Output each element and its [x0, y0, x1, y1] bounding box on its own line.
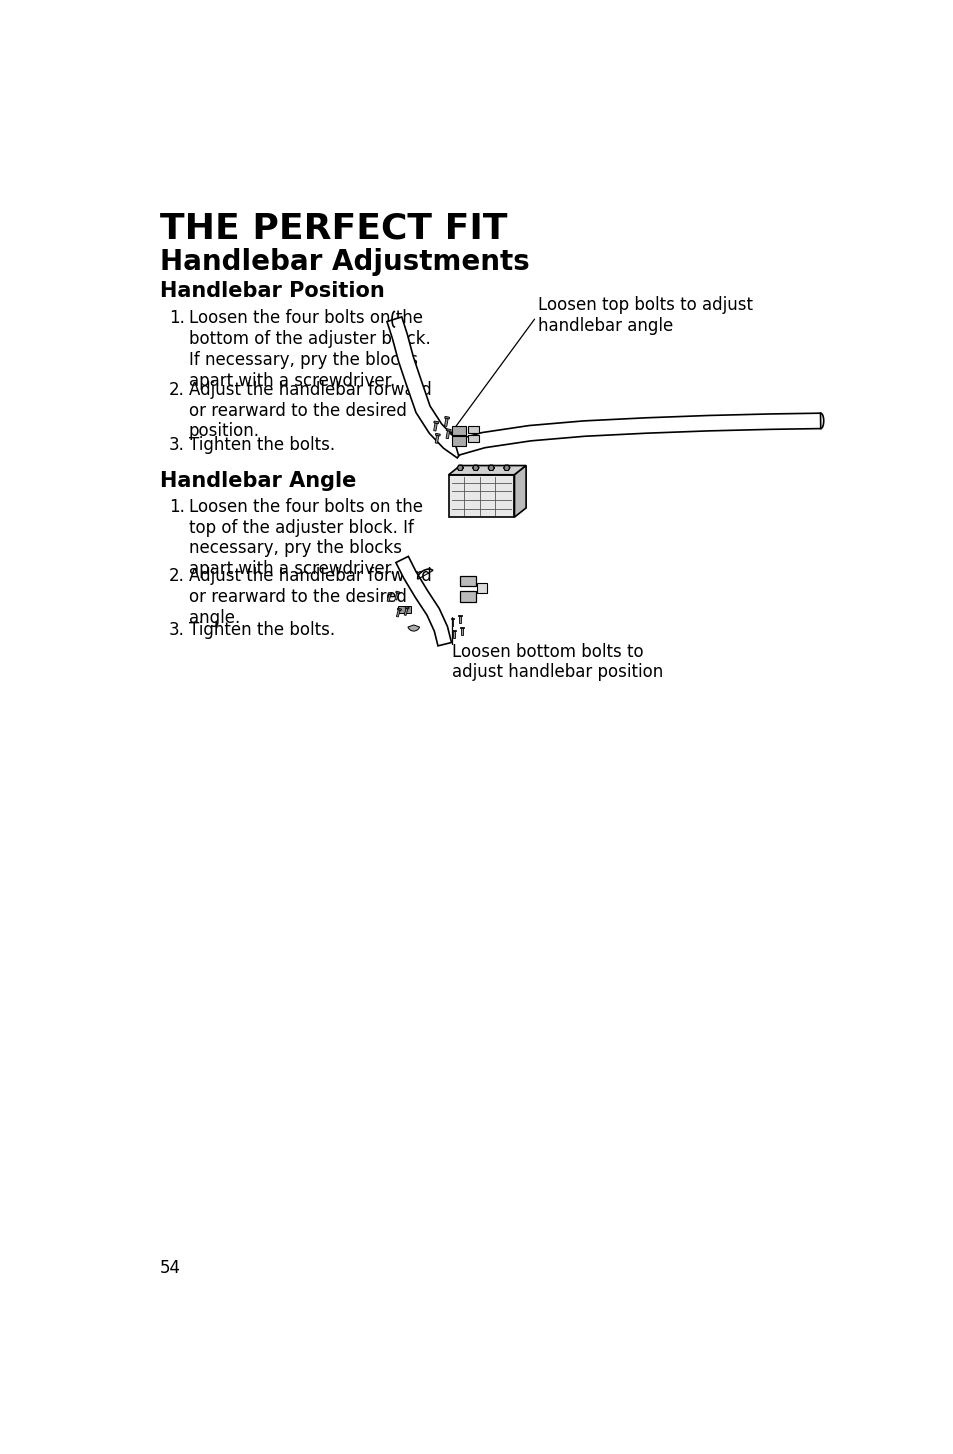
Polygon shape: [388, 593, 392, 595]
Polygon shape: [444, 419, 448, 426]
Polygon shape: [395, 593, 398, 601]
Text: 1.: 1.: [169, 497, 185, 516]
Text: Loosen bottom bolts to
adjust handlebar position: Loosen bottom bolts to adjust handlebar …: [452, 643, 663, 682]
Text: 3.: 3.: [169, 436, 185, 454]
Text: Adjust the handlebar forward
or rearward to the desired
angle.: Adjust the handlebar forward or rearward…: [189, 567, 432, 627]
Polygon shape: [444, 416, 449, 419]
Text: 2.: 2.: [169, 381, 185, 398]
Polygon shape: [395, 592, 399, 593]
Polygon shape: [435, 435, 438, 443]
Polygon shape: [405, 606, 409, 609]
Text: Handlebar Angle: Handlebar Angle: [159, 471, 355, 491]
Text: Adjust the handlebar forward
or rearward to the desired
position.: Adjust the handlebar forward or rearward…: [189, 381, 432, 441]
Polygon shape: [450, 618, 454, 619]
Polygon shape: [404, 608, 408, 615]
Polygon shape: [454, 413, 820, 455]
Text: Loosen the four bolts on the
top of the adjuster block. If
necessary, pry the bl: Loosen the four bolts on the top of the …: [189, 497, 422, 579]
Polygon shape: [503, 465, 509, 471]
Polygon shape: [434, 422, 438, 423]
Text: THE PERFECT FIT: THE PERFECT FIT: [159, 211, 506, 246]
Polygon shape: [448, 465, 525, 475]
Polygon shape: [452, 630, 456, 631]
Polygon shape: [460, 628, 462, 635]
Bar: [397, 606, 410, 614]
Text: Tighten the bolts.: Tighten the bolts.: [189, 436, 335, 454]
Bar: [448, 475, 514, 518]
Polygon shape: [446, 430, 449, 439]
Bar: [459, 590, 476, 602]
Text: Loosen the four bolts on the
bottom of the adjuster block.
If necessary, pry the: Loosen the four bolts on the bottom of t…: [189, 310, 431, 390]
Polygon shape: [395, 557, 451, 646]
Bar: [459, 576, 476, 586]
Text: 1.: 1.: [169, 310, 185, 327]
Bar: [468, 426, 478, 433]
Polygon shape: [458, 616, 460, 622]
Text: 2.: 2.: [169, 567, 185, 585]
Polygon shape: [396, 608, 401, 611]
Polygon shape: [396, 609, 399, 616]
Polygon shape: [451, 619, 453, 627]
Polygon shape: [434, 423, 436, 430]
Wedge shape: [408, 625, 419, 631]
Polygon shape: [387, 317, 466, 458]
Text: Loosen top bolts to adjust
handlebar angle: Loosen top bolts to adjust handlebar ang…: [537, 297, 752, 334]
Polygon shape: [435, 433, 440, 436]
Text: Handlebar Adjustments: Handlebar Adjustments: [159, 249, 529, 276]
Bar: [476, 583, 487, 593]
Polygon shape: [514, 465, 525, 518]
Polygon shape: [387, 595, 391, 602]
Bar: [468, 435, 478, 442]
Text: Handlebar Position: Handlebar Position: [159, 281, 384, 301]
Polygon shape: [457, 615, 461, 616]
Bar: [452, 426, 466, 435]
Text: 3.: 3.: [169, 621, 185, 640]
Polygon shape: [488, 465, 494, 471]
Polygon shape: [459, 627, 463, 628]
Polygon shape: [472, 465, 478, 471]
Polygon shape: [456, 465, 463, 471]
Text: Tighten the bolts.: Tighten the bolts.: [189, 621, 335, 640]
Bar: [452, 436, 466, 445]
Text: 54: 54: [159, 1259, 180, 1277]
Polygon shape: [453, 631, 455, 638]
Polygon shape: [446, 429, 451, 432]
